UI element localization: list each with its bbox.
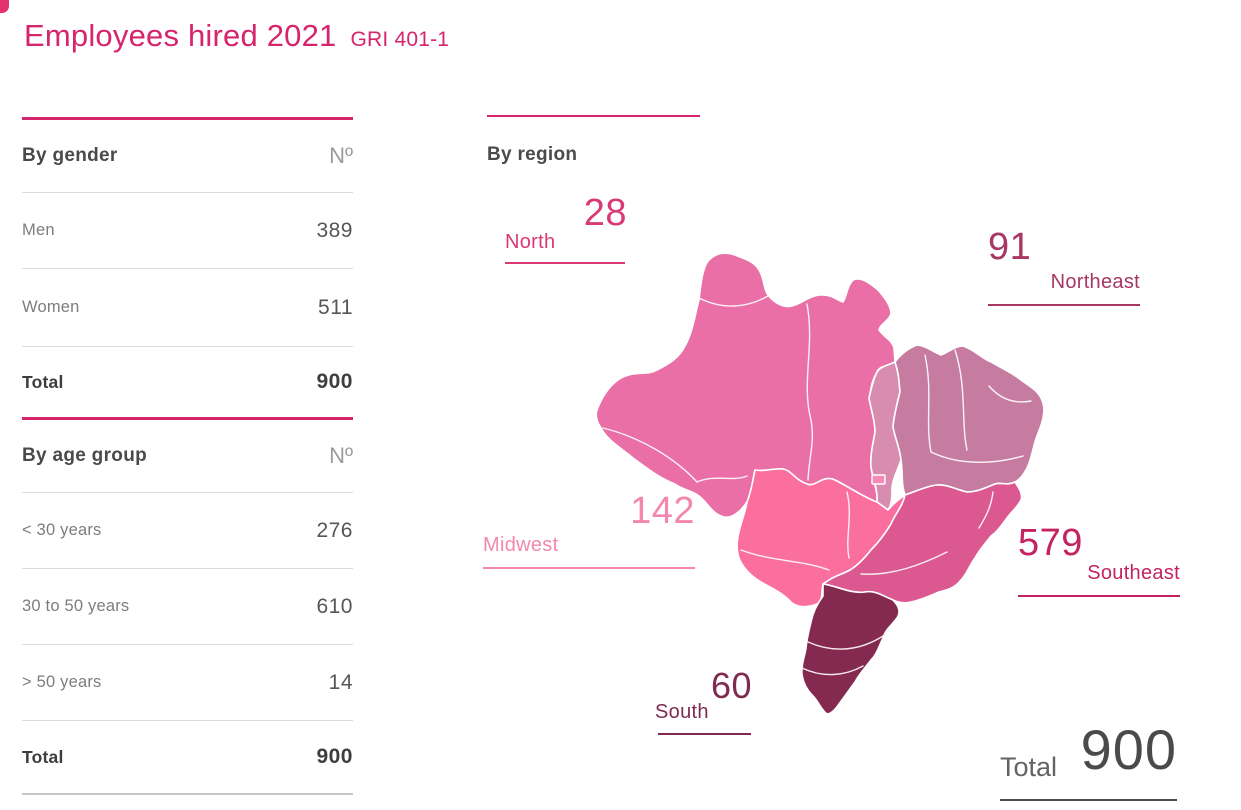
region-section-accent: [487, 115, 700, 117]
region-callout-southeast: 579 Southeast: [1018, 524, 1180, 597]
table-bottom-line: [22, 793, 353, 795]
row-separator: [22, 720, 353, 721]
region-label: Southeast: [1087, 562, 1180, 584]
total-value: 900: [316, 745, 353, 768]
region-value: 91: [988, 226, 1032, 268]
row-label: Women: [22, 298, 80, 316]
row-value: 389: [316, 218, 353, 242]
region-callout-south: 60 South: [655, 668, 752, 735]
region-section-title: By region: [487, 144, 578, 165]
map-total-underline: [1000, 799, 1177, 801]
page-title-text: Employees hired 2021: [24, 18, 337, 53]
region-callout-north: 28 North: [505, 194, 627, 264]
age-header-unit: Nº: [329, 443, 353, 468]
row-separator: [22, 568, 353, 569]
region-underline: [1018, 595, 1180, 597]
map-total-value: 900: [1080, 718, 1177, 781]
row-value: 276: [316, 518, 353, 542]
brazil-map: [595, 252, 1045, 722]
table-row: > 50 years 14: [22, 645, 353, 720]
gender-header-label: By gender: [22, 145, 118, 166]
region-underline: [505, 262, 625, 264]
page-title: Employees hired 2021 GRI 401-1: [24, 18, 449, 54]
region-value: 60: [710, 665, 752, 706]
region-callout-midwest: 142 Midwest: [483, 492, 695, 569]
total-value: 900: [316, 370, 353, 393]
table-row: Women 511: [22, 269, 353, 346]
map-region-northeast: [892, 344, 1045, 496]
map-region-north: [595, 252, 896, 518]
row-separator: [22, 268, 353, 269]
table-top-accent: [22, 117, 353, 120]
state-border-lines: [602, 295, 1032, 676]
region-label: South: [655, 701, 709, 723]
table-row: 30 to 50 years 610: [22, 569, 353, 644]
total-label: Total: [22, 371, 64, 392]
row-value: 511: [318, 295, 353, 319]
region-underline: [483, 567, 695, 569]
age-table-header: By age group Nº: [22, 420, 353, 492]
row-label: > 50 years: [22, 673, 102, 691]
row-separator: [22, 492, 353, 493]
gender-table-header: By gender Nº: [22, 120, 353, 192]
map-total: Total 900: [1000, 718, 1177, 801]
total-label: Total: [22, 746, 64, 767]
row-separator: [22, 644, 353, 645]
region-value: 142: [630, 490, 695, 532]
table-divider-accent: [22, 417, 353, 420]
table-row: < 30 years 276: [22, 493, 353, 568]
row-separator: [22, 346, 353, 347]
row-label: 30 to 50 years: [22, 597, 130, 615]
gender-total-row: Total 900: [22, 347, 353, 417]
gender-header-unit: Nº: [329, 143, 353, 168]
corner-artifact: [0, 0, 9, 13]
region-label: North: [505, 231, 556, 253]
map-state-df: [871, 474, 886, 485]
region-underline: [658, 733, 751, 735]
region-value: 579: [1018, 522, 1083, 564]
age-header-label: By age group: [22, 445, 148, 466]
region-label: Midwest: [483, 534, 559, 556]
row-label: < 30 years: [22, 521, 102, 539]
table-row: Men 389: [22, 193, 353, 268]
row-value: 14: [328, 670, 353, 694]
row-separator: [22, 192, 353, 193]
region-callout-northeast: 91 Northeast: [988, 228, 1140, 306]
region-value: 28: [583, 192, 627, 234]
map-total-label: Total: [1000, 752, 1058, 782]
age-total-row: Total 900: [22, 721, 353, 793]
gri-tag: GRI 401-1: [350, 28, 450, 51]
data-tables: By gender Nº Men 389 Women 511 Total 900…: [22, 117, 353, 795]
row-value: 610: [316, 594, 353, 618]
region-label: Northeast: [1050, 271, 1140, 293]
map-region-southeast: [822, 481, 1023, 604]
row-label: Men: [22, 221, 55, 239]
region-underline: [988, 304, 1140, 306]
